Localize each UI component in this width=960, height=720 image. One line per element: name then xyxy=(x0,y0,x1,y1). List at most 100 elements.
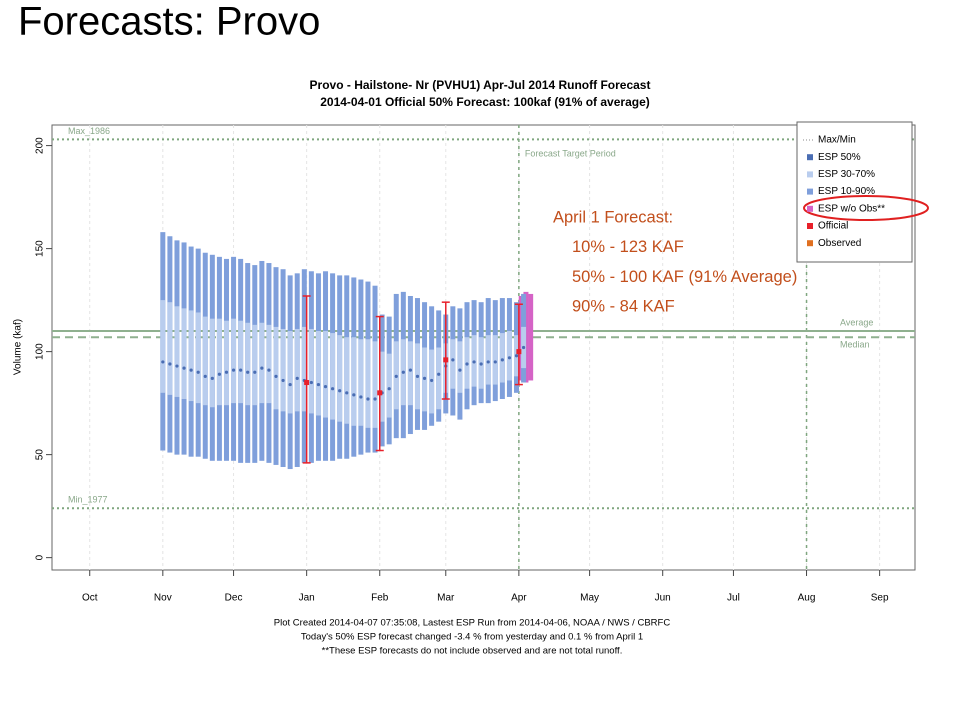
esp-range-bar xyxy=(223,320,229,406)
official-point xyxy=(443,357,449,363)
x-tick-label: Jul xyxy=(727,593,740,604)
esp-median-point xyxy=(521,345,526,350)
esp-median-point xyxy=(295,376,299,381)
annotation-line: 90% - 84 KAF xyxy=(572,297,675,315)
annotation-line: April 1 Forecast: xyxy=(553,208,673,226)
chart-title: Provo - Hailstone- Nr (PVHU1) Apr-Jul 20… xyxy=(310,78,651,92)
chart-subtitle: 2014-04-01 Official 50% Forecast: 100kaf… xyxy=(320,95,650,109)
esp-range-bar xyxy=(485,335,491,385)
esp-range-bar xyxy=(259,322,265,404)
esp-range-bar xyxy=(358,339,364,426)
esp-median-point xyxy=(239,368,243,372)
esp-median-point xyxy=(437,372,441,376)
esp-median-point xyxy=(352,393,356,397)
legend-label: Max/Min xyxy=(818,135,856,146)
esp-range-bar xyxy=(365,339,371,428)
legend-label: ESP 30-70% xyxy=(818,169,875,180)
esp-median-point xyxy=(217,372,222,376)
x-tick-label: May xyxy=(580,593,599,604)
esp-median-point xyxy=(366,397,370,401)
esp-median-point xyxy=(253,370,257,374)
reference-label: Median xyxy=(840,340,870,350)
esp-median-point xyxy=(359,395,363,399)
esp-range-bar xyxy=(323,331,329,418)
esp-median-point xyxy=(231,368,236,372)
esp-range-bar xyxy=(407,341,413,406)
esp-median-point xyxy=(161,360,165,364)
esp-range-bar xyxy=(202,316,208,406)
plot-frame xyxy=(51,124,916,571)
reference-label: Average xyxy=(840,317,873,327)
esp-median-point xyxy=(486,360,490,364)
esp-median-point xyxy=(387,387,391,391)
legend-label: ESP 50% xyxy=(818,152,861,163)
esp-range-bar xyxy=(337,335,343,422)
esp-median-point xyxy=(196,370,200,374)
esp-range-bar xyxy=(372,341,378,428)
legend-label: Observed xyxy=(818,238,861,249)
esp-median-point xyxy=(415,374,420,378)
esp-range-bar xyxy=(287,331,293,414)
y-tick-label: 0 xyxy=(35,554,46,560)
esp-range-bar xyxy=(492,335,498,385)
esp-range-bar xyxy=(231,318,237,404)
esp-median-point xyxy=(175,364,179,368)
x-tick-label: Apr xyxy=(511,593,527,604)
esp-median-point xyxy=(514,354,519,358)
esp-median-point xyxy=(465,362,469,366)
highlight-ellipse xyxy=(803,195,929,221)
esp-median-point xyxy=(338,389,342,393)
legend-box xyxy=(796,121,913,263)
esp-range-bar xyxy=(245,322,251,406)
esp-range-bar xyxy=(266,324,272,404)
y-tick-label: 200 xyxy=(35,137,46,154)
esp-range-bar xyxy=(301,326,307,412)
legend-label: ESP 10-90% xyxy=(818,186,875,197)
esp-range-bar xyxy=(450,339,456,389)
esp-range-bar xyxy=(344,337,350,424)
official-point xyxy=(516,349,522,355)
footer-line: Today's 50% ESP forecast changed -3.4 % … xyxy=(301,632,643,643)
esp-median-point xyxy=(401,370,405,374)
legend-swatch xyxy=(807,223,813,229)
legend-swatch xyxy=(807,188,813,195)
esp-range-bar xyxy=(167,302,173,395)
esp-range-bar xyxy=(528,293,534,381)
x-tick-label: Sep xyxy=(871,593,889,604)
esp-range-bar xyxy=(379,351,385,422)
esp-range-bar xyxy=(457,341,463,393)
esp-median-point xyxy=(373,397,377,401)
official-point xyxy=(304,380,310,386)
annotation-line: 10% - 123 KAF xyxy=(572,238,684,256)
esp-median-point xyxy=(309,380,313,385)
esp-range-bar xyxy=(216,318,222,406)
footer-line: **These ESP forecasts do not include obs… xyxy=(322,646,623,657)
esp-median-point xyxy=(189,368,193,372)
esp-range-bar xyxy=(252,324,258,406)
target-period-label: Forecast Target Period xyxy=(525,148,616,158)
esp-median-point xyxy=(288,382,292,387)
esp-median-point xyxy=(500,358,504,362)
esp-median-point xyxy=(472,360,476,364)
esp-range-bar xyxy=(294,328,300,412)
y-axis-label: Volume (kaf) xyxy=(13,319,24,375)
esp-range-bar xyxy=(273,326,279,410)
esp-median-point xyxy=(203,374,207,378)
footer-line: Plot Created 2014-04-07 07:35:08, Lastes… xyxy=(274,618,671,629)
esp-range-bar xyxy=(499,333,505,383)
esp-median-point xyxy=(422,376,427,381)
esp-median-point xyxy=(224,370,229,374)
esp-range-bar xyxy=(315,331,321,416)
esp-median-point xyxy=(458,368,462,372)
esp-median-point xyxy=(408,368,413,372)
esp-median-point xyxy=(430,378,434,383)
esp-median-point xyxy=(345,391,349,395)
esp-range-bar xyxy=(188,310,194,402)
esp-median-point xyxy=(493,360,497,364)
esp-median-point xyxy=(507,356,512,360)
esp-range-bar xyxy=(506,331,512,381)
esp-median-point xyxy=(246,370,250,374)
esp-range-bar xyxy=(308,328,314,414)
esp-range-bar xyxy=(351,337,357,426)
x-tick-label: Jan xyxy=(299,593,315,604)
